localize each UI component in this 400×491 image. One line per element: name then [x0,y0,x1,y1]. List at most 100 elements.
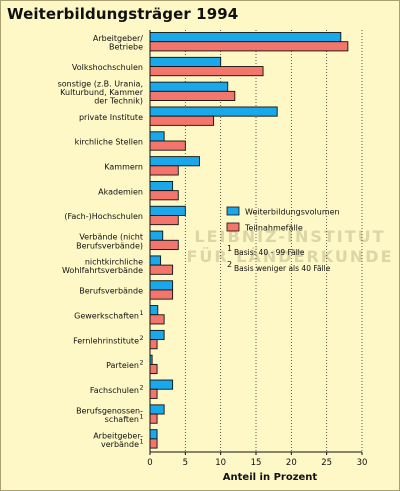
bar-weiterbildungsvolumen [149,32,342,43]
bar-weiterbildungsvolumen [149,255,162,266]
bar-weiterbildungsvolumen [149,379,174,390]
bar-teilnahmefaelle [149,165,179,176]
bar-teilnahmefaelle [149,339,158,350]
category-label: sonstige (z.B. Urania,Kulturbund, Kammer… [58,79,144,105]
category-label: Arbeitgeber/Betriebe [93,34,143,52]
bar-teilnahmefaelle [149,140,186,151]
category-label-line: private Institute [79,113,143,122]
bar-teilnahmefaelle [149,115,215,126]
bar-weiterbildungsvolumen [149,205,186,216]
bar-teilnahmefaelle [149,90,236,101]
legend: Weiterbildungsvolumen Teilnahmefälle [226,206,340,233]
bar-weiterbildungsvolumen [149,280,174,291]
watermark-text: FÜR LÄNDERKUNDE [186,247,393,266]
bar-teilnahmefaelle [149,289,174,300]
bar-teilnahmefaelle [149,388,158,399]
category-label: Akademien [98,187,143,196]
category-label-line: Berufsverbände [79,287,143,296]
footnote-mark: 1 [140,437,144,445]
bar-weiterbildungsvolumen [149,156,200,167]
footnote-number: 1 [227,244,232,253]
bar-teilnahmefaelle [149,363,158,375]
category-label-line: Kammern [104,163,143,172]
category-label-line: (Fach-)Hochschulen [64,212,143,221]
x-tick-label: 15 [251,458,262,468]
bar-weiterbildungsvolumen [149,329,165,341]
bar-teilnahmefaelle [149,413,158,424]
category-label-line: Betriebe [109,43,143,52]
category-label: Kammern [104,163,143,172]
footnote-mark: 2 [140,359,144,367]
legend-swatch [226,222,240,232]
footnote-mark: 2 [140,383,144,391]
category-label-line: schaften [105,415,139,424]
category-label: Berufsgenossen-schaften 1 [76,406,144,424]
bar-weiterbildungsvolumen [149,429,158,440]
category-label-line: Kulturbund, Kammer [60,88,144,97]
category-label: Fernlehrinstitute 2 [73,334,144,346]
grid-lines [184,30,363,452]
bar-teilnahmefaelle [149,190,179,201]
category-label-line: Volkshochschulen [72,63,143,72]
watermark-text: LEIBNIZ-INSTITUT [194,227,385,246]
category-label-line: Berufsverbände) [76,241,143,250]
x-tick-label: 5 [183,458,188,468]
category-label: private Institute [79,113,143,122]
footnote-mark: 1 [140,413,144,421]
category-label-line: Wohlfahrtsverbände [62,266,143,275]
x-tick-label: 20 [286,458,297,468]
category-label: kirchliche Stellen [75,138,143,147]
category-label-line: verbände [101,440,139,449]
category-label: (Fach-)Hochschulen [64,212,143,221]
bar-teilnahmefaelle [149,215,179,226]
category-label-line: Arbeitgeber- [93,431,143,440]
category-label-line: kirchliche Stellen [75,138,143,147]
category-label-line: Fachschulen [90,386,139,395]
x-tick-label: 10 [215,458,226,468]
footnote-number: 2 [227,260,232,269]
category-label-line: sonstige (z.B. Urania, [58,79,143,88]
footnote-mark: 2 [140,334,144,342]
legend-swatch [226,206,240,216]
bar-teilnahmefaelle [149,239,179,250]
x-axis: 0 5 10 15 20 25 30 Anteil in Prozent [147,30,367,483]
category-label-line: Akademien [98,187,143,196]
bar-teilnahmefaelle [149,438,158,449]
legend-label: Teilnahmefälle [244,224,303,233]
chart-title: Weiterbildungsträger 1994 [7,5,239,23]
category-label-line: Gewerkschaften [74,311,139,320]
category-label-line: Berufsgenossen- [76,406,143,415]
category-label: Volkshochschulen [72,63,143,72]
category-label-line: Parteien [106,361,139,370]
footnote-mark: 1 [140,309,144,317]
category-label: Berufsverbände [79,287,143,296]
footnote-text: Basis: 40 - 99 Fälle [234,248,305,257]
legend-label: Weiterbildungsvolumen [245,208,340,217]
bar-weiterbildungsvolumen [149,56,222,67]
bar-weiterbildungsvolumen [149,404,165,415]
category-label-line: der Technik) [94,97,143,106]
bar-weiterbildungsvolumen [149,81,229,92]
x-tick-label: 0 [147,458,152,468]
category-label-line: Arbeitgeber/ [93,34,143,43]
bar-weiterbildungsvolumen [149,131,165,142]
category-label-line: Verbände (nicht [79,233,143,242]
footnote-text: Basis weniger als 40 Fälle [234,264,331,273]
bar-teilnahmefaelle [149,314,165,325]
bar-teilnahmefaelle [149,66,264,77]
bar-weiterbildungsvolumen [149,106,278,117]
bar-weiterbildungsvolumen [149,180,174,192]
x-axis-label: Anteil in Prozent [223,472,318,483]
category-label: Fachschulen 2 [90,383,144,395]
category-label: Arbeitgeber-verbände 1 [93,431,143,449]
category-label-line: Fernlehrinstitute [73,336,139,345]
category-label: Parteien 2 [106,359,144,371]
category-label-line: nichtkirchliche [85,258,143,267]
x-tick-label: 25 [321,458,332,468]
x-tick-label: 30 [357,458,368,468]
